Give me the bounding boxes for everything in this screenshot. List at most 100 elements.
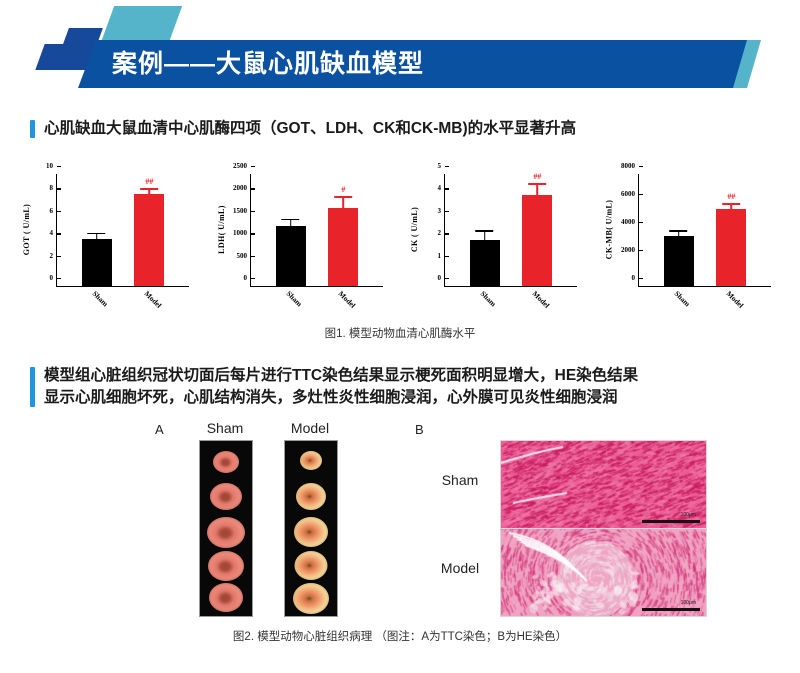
chart-y-tick: 1 [415, 252, 449, 260]
chart-x-tick-label: Sham [672, 289, 692, 309]
chart-plot-area: 0 2 4 6 8 10 Sham ## Model [46, 162, 189, 310]
significance-marker: ## [145, 177, 154, 186]
chart-ck: CK ( U/mL) 0 1 2 3 4 5 Sham ## Model [408, 162, 596, 310]
chart-plot-area: 0 1 2 3 4 5 Sham ## Model [438, 162, 577, 310]
chart-y-tick: 0 [27, 274, 61, 282]
panel-a-letter: A [155, 422, 164, 437]
chart-x-tick-label: Model [725, 289, 746, 310]
panel-b-letter: B [415, 422, 424, 437]
bar-column [716, 209, 747, 286]
panel-b-model-label: Model [440, 560, 480, 576]
chart-y-tick: 2000 [609, 246, 643, 254]
heart-slice [207, 517, 245, 548]
chart-bar-model: ## Model [522, 171, 553, 310]
page-title: 案例——大鼠心肌缺血模型 [112, 50, 425, 78]
chart-bar-model: # Model [328, 174, 359, 310]
chart-y-tick: 2 [415, 229, 449, 237]
chart-y-tick: 5 [415, 162, 449, 170]
chart-bar-sham: Sham [81, 174, 112, 308]
section2-heading-line1: 模型组心脏组织冠状切面后每片进行TTC染色结果显示梗死面积明显增大，HE染色结果 [44, 367, 639, 384]
ttc-strip-sham [199, 440, 253, 617]
chart-plot-area: 0 500 1000 1500 2000 2500 Sham # Model [233, 162, 383, 310]
chart-bar-sham: Sham [469, 174, 500, 308]
chart-y-tick: 8 [27, 184, 61, 192]
chart-bar-sham: Sham [663, 174, 694, 308]
chart-bar-model: ## Model [134, 174, 165, 310]
figure1-caption: 图1. 模型动物血清心肌酶水平 [324, 328, 476, 340]
decor-teal-parallelogram-icon [101, 6, 183, 40]
page-header: 案例——大鼠心肌缺血模型 [0, 0, 800, 100]
error-bar-cap [334, 196, 353, 198]
heart-slice [209, 583, 243, 612]
chart-y-tick: 4 [27, 229, 61, 237]
chart-x-tick-label: Model [531, 289, 552, 310]
chart-bar-model: ## Model [716, 174, 747, 310]
chart-got: GOT ( U/mL) 0 2 4 6 8 10 Sham ## Model [20, 162, 208, 310]
chart-y-tick: 8000 [609, 162, 643, 170]
chart-x-tick-label: Model [143, 289, 164, 310]
header-banner [78, 40, 758, 88]
significance-marker: ## [533, 171, 542, 181]
heart-slice [208, 551, 244, 581]
chart-x-tick-label: Model [337, 289, 358, 310]
scale-bar-sham [642, 520, 700, 523]
bar-column [522, 195, 553, 286]
chart-y-tick: 6000 [609, 190, 643, 198]
error-bar-cap [140, 188, 159, 190]
chart-ck-mb: CK-MB( U/mL) 0 2000 4000 6000 8000 Sham ## Model [602, 162, 790, 310]
bar-column [328, 208, 359, 286]
bar-column [134, 194, 165, 286]
chart-x-tick-label: Sham [90, 289, 110, 309]
chart-y-tick: 0 [609, 274, 643, 282]
bar-column [663, 235, 694, 286]
chart-y-tick: 2000 [221, 184, 255, 192]
chart-y-tick: 10 [27, 162, 61, 170]
error-bar [528, 182, 547, 196]
scale-label-sham: 100μm [680, 512, 696, 518]
panel-b-he: B Sham Model 100μm 100μm [415, 420, 735, 620]
error-bar-cap [281, 218, 300, 221]
error-bar-cap [87, 232, 106, 235]
section2-heading: 模型组心脏组织冠状切面后每片进行TTC染色结果显示梗死面积明显增大，HE染色结果… [30, 365, 792, 409]
chart-bar-sham: Sham [275, 174, 306, 308]
chart-y-tick: 0 [221, 274, 255, 282]
error-bar [334, 196, 353, 209]
error-bar-cap [669, 230, 688, 232]
he-texture [501, 529, 706, 616]
heart-slice [294, 551, 328, 580]
heart-slice [213, 451, 239, 473]
chart-y-tick: 1000 [221, 229, 255, 237]
error-bar-cap [528, 182, 547, 185]
chart-y-tick: 3 [415, 207, 449, 215]
chart-y-tick: 6 [27, 207, 61, 215]
chart-y-tick: 2500 [221, 162, 255, 170]
panel-a-ttc: A Sham Model [155, 420, 365, 620]
chart-y-axis-label: CK-MB( U/mL) [604, 199, 614, 259]
bar-column [81, 238, 112, 286]
chart-y-tick: 500 [221, 252, 255, 260]
chart-plot-area: 0 2000 4000 6000 8000 Sham ## Model [621, 162, 771, 310]
panel-a-model-label: Model [290, 420, 330, 436]
he-image-sham: 100μm [500, 440, 707, 529]
error-bar [722, 202, 741, 209]
section1-heading: 心肌缺血大鼠血清中心肌酶四项（GOT、LDH、CK和CK-MB)的水平显著升高 [30, 118, 744, 140]
error-bar-cap [475, 230, 494, 232]
heart-slice [294, 517, 328, 547]
section2-heading-line2: 显示心肌细胞坏死，心肌结构消失，多灶性炎性细胞浸润，心外膜可见炎性细胞浸润 [44, 389, 618, 406]
chart-ldh: LDH( U/mL) 0 500 1000 1500 2000 2500 Sham # Model [214, 162, 402, 310]
figure2-caption: 图2. 模型动物心脏组织病理 （图注：A为TTC染色；B为HE染色） [232, 631, 568, 643]
chart-y-tick: 4 [415, 184, 449, 192]
panel-b-sham-label: Sham [441, 472, 479, 488]
error-bar [281, 218, 300, 226]
chart-x-tick-label: Sham [284, 289, 304, 309]
chart-y-tick: 1500 [221, 207, 255, 215]
error-bar-cap [722, 202, 741, 205]
he-image-model: 100μm [500, 528, 707, 617]
error-bar [140, 188, 159, 195]
error-bar [87, 232, 106, 239]
scale-label-model: 100μm [680, 600, 696, 606]
figure2-panels: A Sham Model B Sham Model 100μm 100μm [0, 420, 800, 620]
section1-heading-text: 心肌缺血大鼠血清中心肌酶四项（GOT、LDH、CK和CK-MB)的水平显著升高 [44, 120, 577, 137]
error-bar [475, 230, 494, 241]
bar-column [469, 240, 500, 286]
